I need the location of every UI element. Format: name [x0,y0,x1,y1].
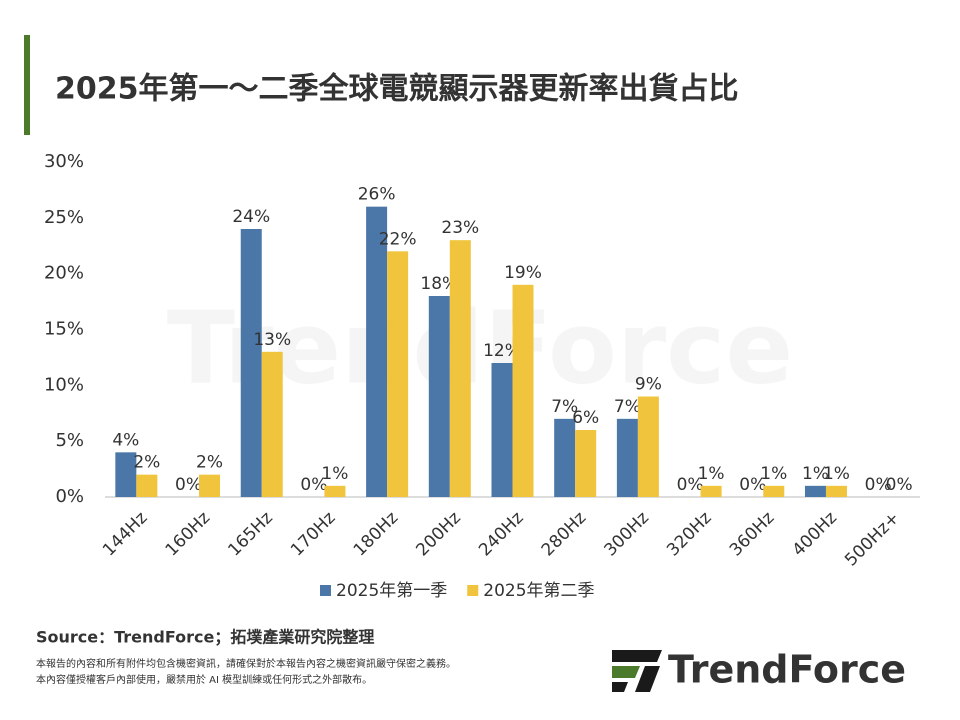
data-label: 1% [321,464,348,484]
data-label: 1% [698,464,725,484]
bar [366,206,388,497]
y-tick-label: 10% [44,374,84,395]
y-tick-label: 5% [55,430,84,451]
bar [491,363,513,497]
bar [240,229,262,497]
data-label: 22% [379,229,417,249]
title-accent [24,35,30,135]
y-tick-label: 20% [44,263,84,284]
y-tick-label: 25% [44,207,84,228]
bar [554,418,576,497]
bar [115,452,137,497]
legend-swatch [467,585,479,596]
bar [199,474,221,497]
legend-label: 2025年第二季 [483,581,594,601]
data-label: 24% [232,207,270,227]
bar [616,418,638,497]
data-label: 6% [572,408,599,428]
data-label: 0% [865,475,892,495]
legend-label: 2025年第一季 [336,581,447,601]
data-label: 4% [112,430,139,450]
data-label: 0% [886,475,913,495]
bar [700,485,722,497]
data-label: 0% [739,475,766,495]
data-label: 2% [133,453,160,473]
source: Source：TrendForce；拓墣產業研究院整理 [36,628,374,647]
chart-title: 2025年第一～二季全球電競顯示器更新率出貨占比 [55,72,739,107]
data-label: 0% [677,475,704,495]
data-label: 7% [551,397,578,417]
bar [261,351,283,497]
bar [804,485,826,497]
data-label: 2% [196,453,223,473]
note: 本內容僅授權客戶內部使用，嚴禁用於 AI 模型訓練或任何形式之外部散布。 [36,673,372,686]
logo: TrendForce [668,648,906,692]
data-label: 23% [441,218,479,238]
bar [136,474,158,497]
bar [428,296,450,497]
data-label: 19% [504,263,542,283]
data-label: 1% [802,464,829,484]
bar [449,240,471,497]
logo-icon [612,650,662,692]
bar [324,485,346,497]
note: 本報告的內容和所有附件均包含機密資訊，請確保對於本報告內容之機密資訊嚴守保密之義… [36,657,456,670]
data-label: 0% [300,475,327,495]
data-label: 0% [175,475,202,495]
bar [763,485,785,497]
data-label: 18% [420,274,458,294]
data-label: 12% [483,341,521,361]
y-tick-label: 0% [55,486,84,507]
data-label: 1% [760,464,787,484]
bar [637,396,659,497]
bar [575,430,597,497]
data-label: 26% [358,185,396,205]
data-label: 7% [614,397,641,417]
y-tick-label: 30% [44,151,84,172]
data-label: 9% [635,375,662,395]
data-label: 1% [823,464,850,484]
legend-swatch [320,585,331,596]
y-tick-label: 15% [44,319,84,340]
bar [825,485,847,497]
data-label: 13% [253,330,291,350]
bar [387,251,409,497]
bar [512,284,534,497]
